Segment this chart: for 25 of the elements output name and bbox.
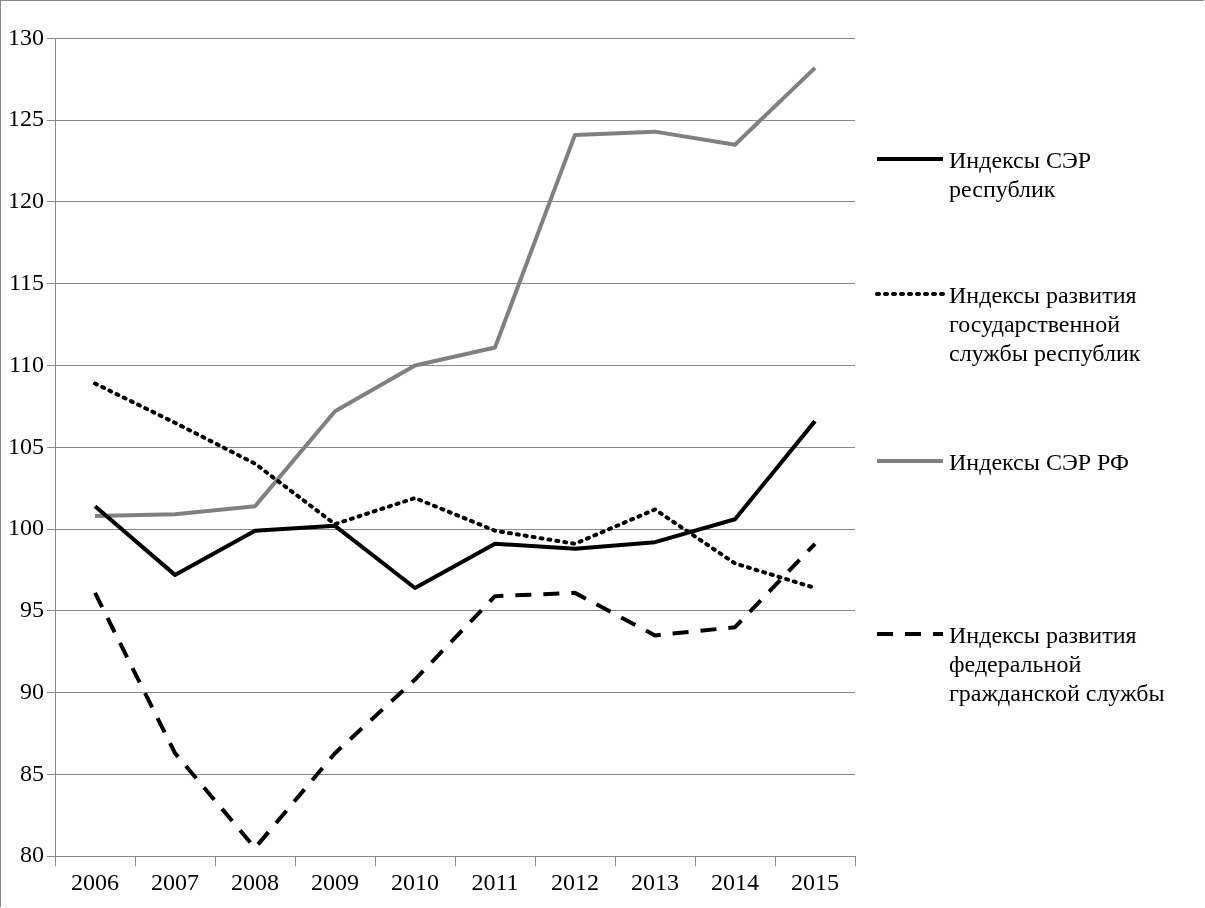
x-tick-label: 2008 bbox=[231, 868, 279, 895]
x-tick-label: 2012 bbox=[551, 868, 599, 895]
y-tick-label: 95 bbox=[20, 596, 44, 623]
x-tick-label: 2010 bbox=[391, 868, 439, 895]
x-tick-label: 2009 bbox=[311, 868, 359, 895]
legend-label: Индексы СЭР РФ bbox=[949, 448, 1130, 477]
y-tick-label: 80 bbox=[20, 841, 44, 868]
legend-label: Индексы СЭР республик bbox=[949, 146, 1093, 204]
x-tick-label: 2011 bbox=[471, 868, 519, 895]
y-tick-label: 130 bbox=[8, 23, 44, 50]
y-tick-label: 115 bbox=[8, 269, 44, 296]
x-tick-label: 2007 bbox=[151, 868, 199, 895]
legend-label: Индексы развития государственной службы республик bbox=[949, 281, 1142, 368]
y-tick-label: 105 bbox=[8, 432, 44, 459]
x-tick-label: 2014 bbox=[711, 868, 759, 895]
y-tick-label: 120 bbox=[8, 187, 44, 214]
x-tick-label: 2015 bbox=[791, 868, 839, 895]
y-tick-label: 100 bbox=[8, 514, 44, 541]
y-tick-label: 85 bbox=[20, 759, 44, 786]
x-tick-label: 2013 bbox=[631, 868, 679, 895]
y-tick-label: 125 bbox=[8, 105, 44, 132]
legend-label: Индексы развития федеральной гражданской службы bbox=[949, 621, 1166, 708]
y-tick-label: 90 bbox=[20, 677, 44, 704]
y-tick-label: 110 bbox=[8, 350, 44, 377]
x-tick-label: 2006 bbox=[71, 868, 119, 895]
